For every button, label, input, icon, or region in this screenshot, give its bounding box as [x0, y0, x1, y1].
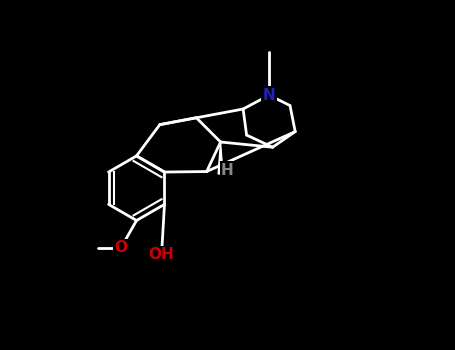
Polygon shape: [218, 142, 223, 174]
Text: OH: OH: [149, 247, 174, 262]
Text: H: H: [221, 163, 234, 178]
Text: O: O: [114, 240, 127, 256]
Text: N: N: [263, 88, 276, 103]
